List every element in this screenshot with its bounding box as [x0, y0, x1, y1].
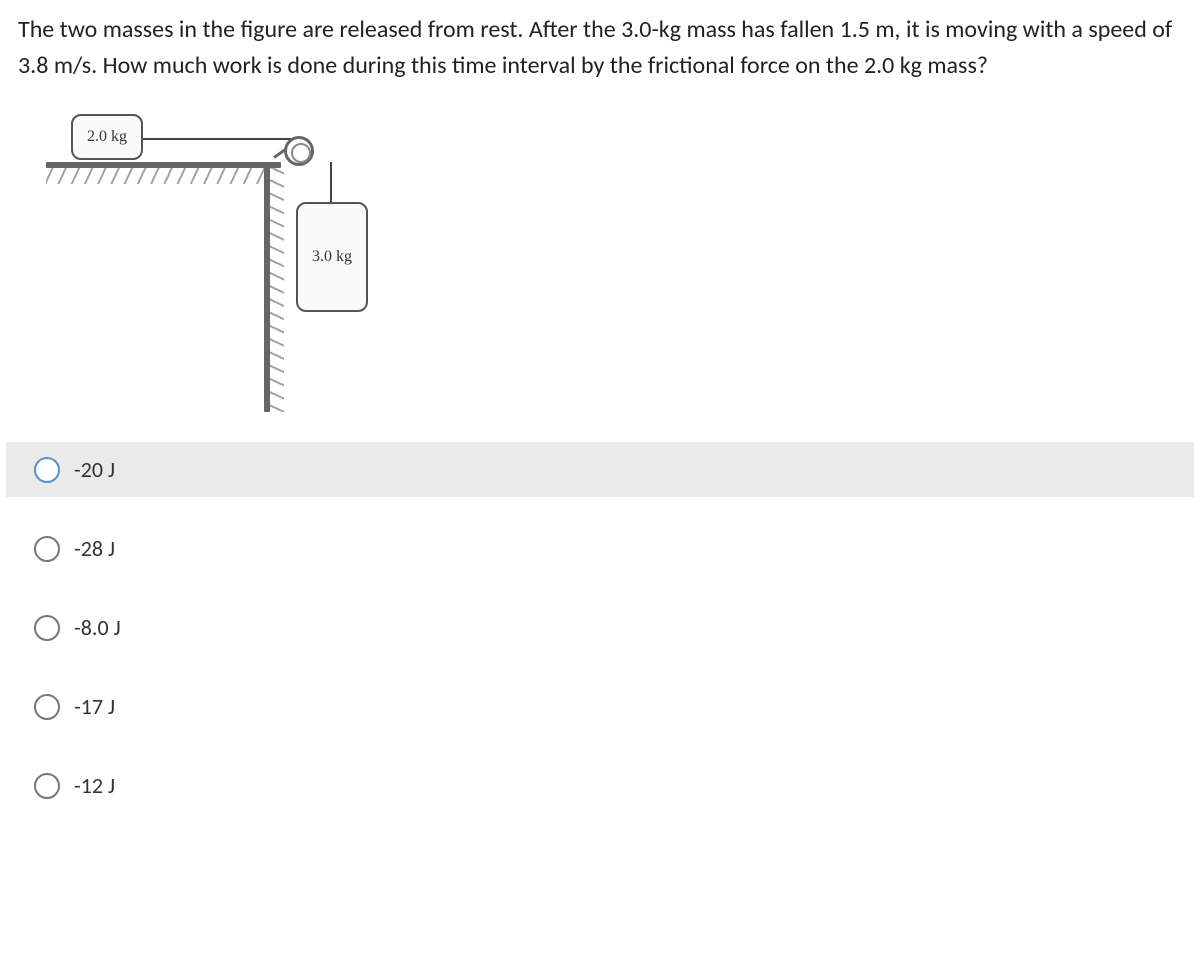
answer-option[interactable]: -20 J	[6, 442, 1194, 497]
option-label: -8.0 J	[74, 614, 121, 641]
radio-icon[interactable]	[34, 773, 60, 799]
answer-option[interactable]: -12 J	[18, 758, 1182, 813]
answer-option[interactable]: -17 J	[18, 679, 1182, 734]
table-top-edge	[46, 162, 281, 168]
question-text: The two masses in the figure are release…	[18, 12, 1182, 84]
physics-figure: 2.0 kg 3.0 kg	[46, 102, 386, 422]
option-label: -17 J	[74, 693, 115, 720]
answer-options: -20 J -28 J -8.0 J -17 J -12 J	[18, 442, 1182, 813]
radio-icon[interactable]	[34, 694, 60, 720]
string-vertical	[330, 162, 332, 204]
string-horizontal	[143, 138, 295, 140]
option-label: -28 J	[74, 535, 115, 562]
option-label: -12 J	[74, 772, 115, 799]
table-hatch-top	[46, 168, 281, 184]
answer-option[interactable]: -8.0 J	[18, 600, 1182, 655]
option-label: -20 J	[74, 456, 115, 483]
radio-icon[interactable]	[34, 615, 60, 641]
pulley-icon	[284, 136, 314, 166]
radio-icon[interactable]	[34, 457, 60, 483]
radio-icon[interactable]	[34, 536, 60, 562]
table-side-edge	[264, 162, 270, 412]
table-hatch-side	[270, 168, 284, 412]
mass-block-b: 3.0 kg	[296, 202, 368, 312]
mass-block-a: 2.0 kg	[71, 114, 143, 160]
answer-option[interactable]: -28 J	[18, 521, 1182, 576]
